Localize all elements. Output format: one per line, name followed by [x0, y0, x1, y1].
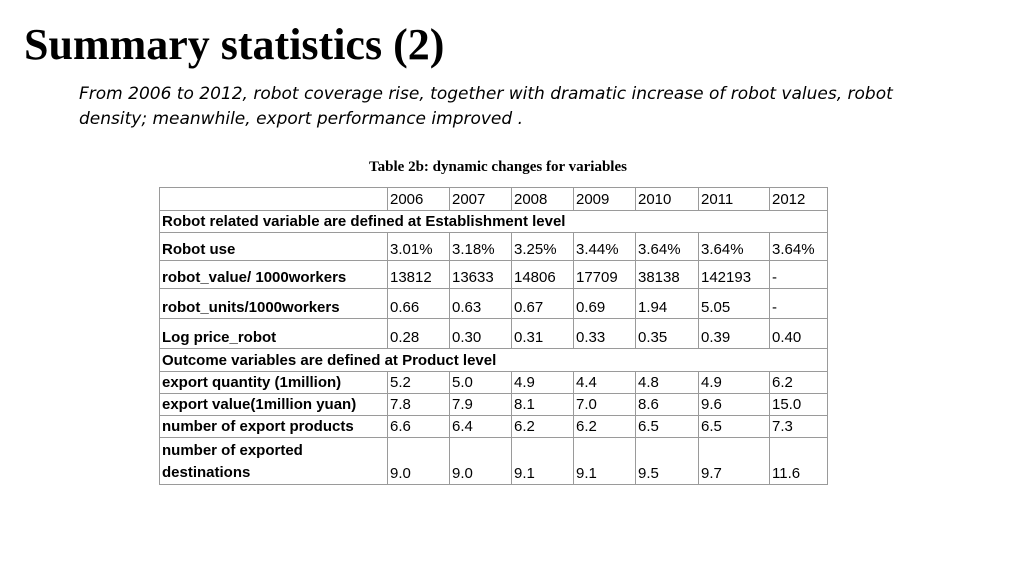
statistics-table: 2006 2007 2008 2009 2010 2011 2012 Robot… [159, 187, 828, 485]
table-cell: 6.2 [511, 415, 574, 438]
table-cell: 3.44% [573, 232, 636, 261]
table-cell: 0.35 [635, 318, 699, 349]
table-row: robot_value/ 1000workers 13812 13633 148… [159, 260, 828, 289]
header-cell: 2010 [635, 187, 699, 211]
table-cell: 4.8 [635, 371, 699, 394]
row-label: Robot use [159, 232, 388, 261]
table-row: Robot use 3.01% 3.18% 3.25% 3.44% 3.64% … [159, 232, 828, 261]
row-label: export quantity (1million) [159, 371, 388, 394]
row-label: number of exported destinations [159, 437, 388, 485]
section-row: Robot related variable are defined at Es… [159, 210, 828, 233]
table-row: export value(1million yuan) 7.8 7.9 8.1 … [159, 393, 828, 416]
table-cell: 0.63 [449, 288, 512, 319]
table-cell: 9.6 [698, 393, 770, 416]
table-cell: 142193 [698, 260, 770, 289]
table-row: Log price_robot 0.28 0.30 0.31 0.33 0.35… [159, 318, 828, 349]
table-cell: 4.9 [698, 371, 770, 394]
table-cell: 0.66 [387, 288, 450, 319]
table-cell: 3.64% [635, 232, 699, 261]
table-cell: 9.5 [635, 437, 699, 485]
table-cell: 38138 [635, 260, 699, 289]
slide-subtitle: From 2006 to 2012, robot coverage rise, … [79, 84, 893, 129]
section-heading: Robot related variable are defined at Es… [159, 210, 828, 233]
table-caption: Table 2b: dynamic changes for variables [369, 159, 627, 175]
slide-title: Summary statistics (2) [24, 20, 445, 69]
table-cell: 3.18% [449, 232, 512, 261]
table-row: robot_units/1000workers 0.66 0.63 0.67 0… [159, 288, 828, 319]
table-cell: 7.0 [573, 393, 636, 416]
table-cell: 0.40 [769, 318, 828, 349]
table-cell: 9.7 [698, 437, 770, 485]
table-cell: 0.28 [387, 318, 450, 349]
header-cell: 2009 [573, 187, 636, 211]
table-cell: 17709 [573, 260, 636, 289]
table-cell: 9.0 [387, 437, 450, 485]
table-cell: 7.8 [387, 393, 450, 416]
table-cell: 0.67 [511, 288, 574, 319]
table-cell: - [769, 288, 828, 319]
table-cell: 5.0 [449, 371, 512, 394]
table-cell: 8.1 [511, 393, 574, 416]
section-heading: Outcome variables are defined at Product… [159, 348, 828, 372]
table-row: number of export products 6.6 6.4 6.2 6.… [159, 415, 828, 438]
section-row: Outcome variables are defined at Product… [159, 348, 828, 372]
table-cell: 6.5 [635, 415, 699, 438]
table-cell: - [769, 260, 828, 289]
table-cell: 0.33 [573, 318, 636, 349]
table-cell: 3.64% [769, 232, 828, 261]
table-row: export quantity (1million) 5.2 5.0 4.9 4… [159, 371, 828, 394]
row-label: Log price_robot [159, 318, 388, 349]
table-cell: 11.6 [769, 437, 828, 485]
table-cell: 6.6 [387, 415, 450, 438]
header-cell [159, 187, 388, 211]
table-cell: 1.94 [635, 288, 699, 319]
table-cell: 6.2 [769, 371, 828, 394]
table-cell: 7.3 [769, 415, 828, 438]
table-cell: 0.69 [573, 288, 636, 319]
table-cell: 13633 [449, 260, 512, 289]
table-cell: 6.2 [573, 415, 636, 438]
header-cell: 2012 [769, 187, 828, 211]
table-header-row: 2006 2007 2008 2009 2010 2011 2012 [159, 187, 828, 211]
table-cell: 6.5 [698, 415, 770, 438]
table-cell: 3.64% [698, 232, 770, 261]
table-cell: 6.4 [449, 415, 512, 438]
table-cell: 7.9 [449, 393, 512, 416]
row-label: robot_units/1000workers [159, 288, 388, 319]
table-cell: 5.2 [387, 371, 450, 394]
table-cell: 8.6 [635, 393, 699, 416]
row-label: export value(1million yuan) [159, 393, 388, 416]
row-label: robot_value/ 1000workers [159, 260, 388, 289]
header-cell: 2007 [449, 187, 512, 211]
header-cell: 2006 [387, 187, 450, 211]
table-cell: 0.30 [449, 318, 512, 349]
table-cell: 5.05 [698, 288, 770, 319]
table-cell: 0.31 [511, 318, 574, 349]
table-cell: 0.39 [698, 318, 770, 349]
table-cell: 13812 [387, 260, 450, 289]
table-cell: 3.01% [387, 232, 450, 261]
table-cell: 14806 [511, 260, 574, 289]
header-cell: 2011 [698, 187, 770, 211]
row-label: number of export products [159, 415, 388, 438]
table-row: number of exported destinations 9.0 9.0 … [159, 437, 828, 485]
table-cell: 3.25% [511, 232, 574, 261]
table-cell: 4.4 [573, 371, 636, 394]
table-cell: 9.1 [573, 437, 636, 485]
header-cell: 2008 [511, 187, 574, 211]
table-cell: 15.0 [769, 393, 828, 416]
table-cell: 9.1 [511, 437, 574, 485]
table-cell: 4.9 [511, 371, 574, 394]
table-cell: 9.0 [449, 437, 512, 485]
